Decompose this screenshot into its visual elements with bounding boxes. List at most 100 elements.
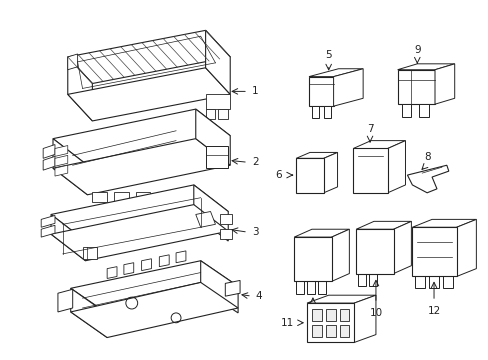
Text: 5: 5 bbox=[325, 50, 331, 60]
Text: 10: 10 bbox=[368, 308, 382, 318]
Polygon shape bbox=[195, 212, 215, 227]
Polygon shape bbox=[323, 152, 337, 193]
Polygon shape bbox=[53, 139, 87, 195]
Bar bbox=[311, 325, 321, 337]
Polygon shape bbox=[401, 104, 410, 117]
Text: 2: 2 bbox=[251, 157, 258, 167]
Polygon shape bbox=[193, 185, 228, 241]
Polygon shape bbox=[397, 70, 434, 104]
Polygon shape bbox=[368, 274, 376, 286]
Polygon shape bbox=[68, 54, 78, 70]
Polygon shape bbox=[58, 289, 73, 312]
Bar bbox=[356, 229, 393, 274]
Polygon shape bbox=[205, 94, 230, 109]
Polygon shape bbox=[442, 276, 452, 288]
Polygon shape bbox=[71, 261, 238, 314]
Bar bbox=[339, 309, 348, 321]
Polygon shape bbox=[71, 282, 238, 338]
Polygon shape bbox=[179, 192, 193, 202]
Bar bbox=[325, 309, 335, 321]
Polygon shape bbox=[41, 225, 55, 237]
Polygon shape bbox=[55, 156, 68, 166]
Text: 11: 11 bbox=[281, 318, 294, 328]
Polygon shape bbox=[159, 255, 169, 267]
Polygon shape bbox=[393, 221, 410, 274]
Polygon shape bbox=[43, 145, 55, 158]
Polygon shape bbox=[200, 261, 238, 313]
Polygon shape bbox=[92, 192, 107, 202]
Polygon shape bbox=[51, 185, 228, 241]
Polygon shape bbox=[306, 295, 375, 303]
Polygon shape bbox=[358, 156, 366, 168]
Polygon shape bbox=[456, 219, 475, 276]
Bar bbox=[294, 237, 331, 282]
Text: 9: 9 bbox=[413, 45, 420, 55]
Polygon shape bbox=[51, 215, 85, 261]
Polygon shape bbox=[407, 165, 448, 193]
Polygon shape bbox=[157, 192, 172, 202]
Polygon shape bbox=[387, 141, 405, 193]
Polygon shape bbox=[294, 229, 348, 237]
Polygon shape bbox=[317, 282, 325, 294]
Polygon shape bbox=[43, 156, 55, 170]
Bar bbox=[306, 303, 353, 342]
Polygon shape bbox=[352, 141, 405, 148]
Polygon shape bbox=[218, 109, 228, 119]
Polygon shape bbox=[114, 192, 128, 202]
Polygon shape bbox=[68, 30, 230, 84]
Polygon shape bbox=[205, 145, 228, 168]
Polygon shape bbox=[308, 69, 363, 77]
Polygon shape bbox=[107, 267, 117, 278]
Polygon shape bbox=[142, 259, 151, 271]
Bar bbox=[325, 325, 335, 337]
Polygon shape bbox=[411, 219, 475, 227]
Polygon shape bbox=[71, 288, 107, 338]
Polygon shape bbox=[55, 165, 68, 176]
Polygon shape bbox=[55, 145, 68, 156]
Polygon shape bbox=[225, 280, 240, 296]
Polygon shape bbox=[53, 139, 230, 195]
Polygon shape bbox=[123, 263, 133, 275]
Polygon shape bbox=[414, 276, 424, 288]
Polygon shape bbox=[205, 109, 215, 119]
Bar bbox=[352, 148, 387, 193]
Polygon shape bbox=[308, 77, 333, 106]
Polygon shape bbox=[353, 295, 375, 342]
Polygon shape bbox=[311, 106, 318, 118]
Text: 7: 7 bbox=[366, 124, 372, 134]
Bar bbox=[339, 325, 348, 337]
Text: 12: 12 bbox=[427, 306, 440, 316]
Text: 8: 8 bbox=[423, 152, 429, 162]
Bar bbox=[411, 227, 456, 276]
Polygon shape bbox=[434, 64, 454, 104]
Polygon shape bbox=[296, 152, 337, 158]
Polygon shape bbox=[333, 69, 363, 106]
Polygon shape bbox=[306, 282, 314, 294]
Polygon shape bbox=[367, 156, 375, 168]
Bar bbox=[311, 309, 321, 321]
Polygon shape bbox=[176, 251, 185, 263]
Polygon shape bbox=[220, 215, 232, 224]
Polygon shape bbox=[68, 57, 92, 121]
Polygon shape bbox=[51, 204, 228, 261]
Bar bbox=[296, 158, 323, 193]
Polygon shape bbox=[418, 104, 428, 117]
Polygon shape bbox=[397, 64, 454, 70]
Polygon shape bbox=[331, 229, 348, 282]
Polygon shape bbox=[41, 215, 55, 227]
Text: 3: 3 bbox=[251, 227, 258, 237]
Text: 1: 1 bbox=[251, 86, 258, 96]
Polygon shape bbox=[53, 109, 230, 165]
Polygon shape bbox=[323, 106, 330, 118]
Polygon shape bbox=[82, 247, 97, 259]
Polygon shape bbox=[428, 276, 438, 288]
Polygon shape bbox=[296, 282, 304, 294]
Polygon shape bbox=[356, 221, 410, 229]
Polygon shape bbox=[220, 229, 232, 239]
Text: 4: 4 bbox=[255, 291, 262, 301]
Text: 13: 13 bbox=[305, 308, 319, 318]
Polygon shape bbox=[195, 109, 230, 165]
Polygon shape bbox=[68, 68, 230, 121]
Polygon shape bbox=[205, 30, 230, 94]
Text: 6: 6 bbox=[274, 170, 281, 180]
